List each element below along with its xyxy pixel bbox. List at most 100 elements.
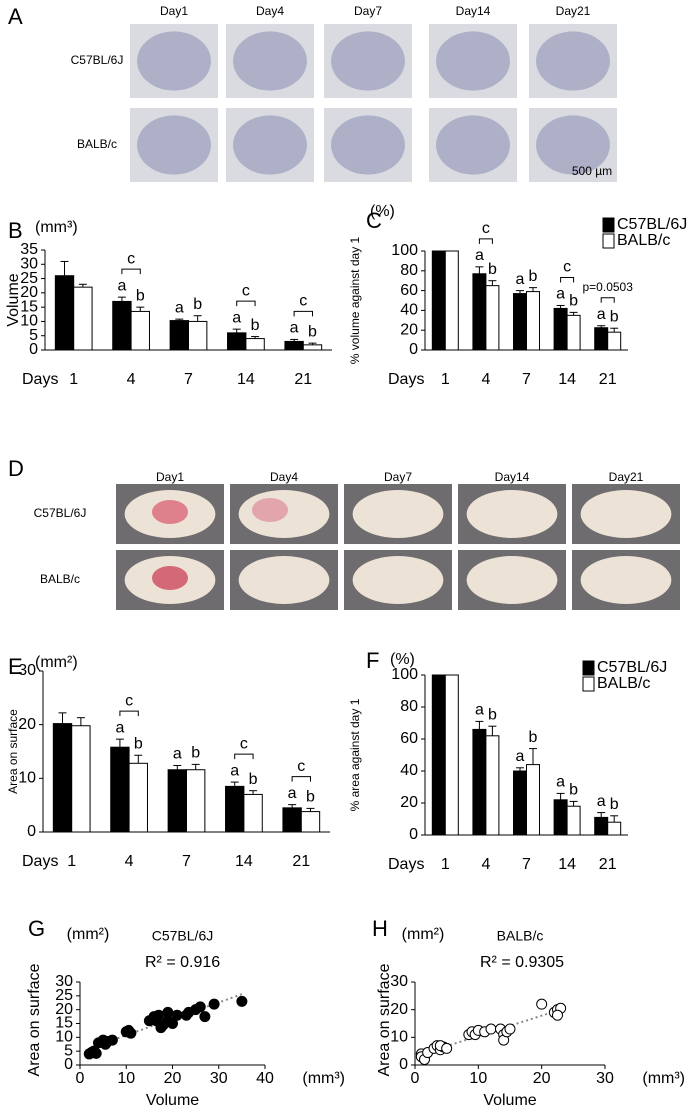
photo-tissue [233,31,307,91]
panel-letter: E [8,654,23,679]
photo-tissue [331,115,405,175]
photo-tissue [536,31,610,91]
y-tick-label: 30 [18,662,36,679]
significance-letter: b [191,745,200,762]
x-axis-label: Days [22,371,58,388]
x-axis-label: Volume [483,1092,536,1109]
y-tick-label: 0 [29,341,38,358]
significance-letter: b [488,261,497,278]
legend-swatch [582,660,595,676]
panel-letter: C [366,208,382,233]
significance-letter: a [597,793,606,810]
y-tick-label: 30 [390,973,408,990]
point [199,1011,211,1023]
bar [300,811,321,833]
photo-tissue [436,31,510,91]
photo-tissue [436,115,510,175]
y-tick-label: 15 [20,298,38,315]
bar [553,799,568,836]
y-tick-label: 40 [400,762,418,779]
x-axis-label: Days [388,856,424,873]
significance-letter: a [230,762,239,779]
panel-letter: B [8,218,23,243]
significance-letter: b [610,796,619,813]
y-tick-label: 80 [400,262,418,279]
bar [71,725,91,833]
significance-letter: a [288,785,297,802]
bar [526,764,540,836]
column-label: Day14 [456,4,491,18]
point [153,1009,165,1021]
bracket-label: c [125,692,133,709]
bracket-label: c [482,220,490,237]
point [90,1047,102,1059]
bar [472,273,487,351]
legend-label: BALB/c [597,675,650,692]
bar [282,807,302,833]
bracket [119,710,139,717]
photo-tissue [580,556,672,604]
bracket [293,310,313,317]
row-label: BALB/c [77,137,117,151]
panel-letter: A [8,4,23,29]
significance-letter: b [488,706,497,723]
bar [128,762,148,833]
x-tick-label: 14 [235,853,253,870]
bar [73,286,93,351]
axis-unit: (%) [390,651,415,668]
significance-letter: a [556,774,565,791]
bar [431,250,446,351]
bracket-label: c [299,293,307,310]
legend-swatch [582,676,595,692]
significance-letter: b [529,268,538,285]
bar [513,293,527,351]
point [162,1006,174,1018]
bracket [236,300,256,307]
bar [130,310,150,351]
photo-tissue [580,490,672,538]
x-axis-label: Volume [146,1092,199,1109]
annotation: R² = 0.916 [145,954,220,971]
photo-lesion [152,500,188,524]
bar [566,805,581,836]
bracket [121,268,141,275]
x-tick-label: 40 [256,1070,274,1087]
bar [188,320,208,351]
bar [302,344,323,351]
bracket-label: c [242,282,250,299]
x-tick-label: 30 [210,1070,228,1087]
row-label: BALB/c [40,572,80,586]
column-label: Day4 [270,470,298,484]
bar [607,331,622,351]
significance-letter: a [115,719,124,736]
y-axis-label: Area on surface [376,963,393,1076]
bar [284,340,304,351]
y-tick-label: 100 [391,242,418,259]
column-label: Day7 [354,4,382,18]
y-tick-label: 0 [409,341,418,358]
bracket-label: p=0.0503 [583,280,634,294]
bar [485,285,500,351]
annotation: R² = 0.9305 [480,954,564,971]
bar [513,770,527,836]
x-tick-label: 10 [469,1070,487,1087]
x-tick-label: 30 [596,1070,614,1087]
x-tick-label: 21 [599,371,617,388]
photo-tissue [331,31,405,91]
chart-title: C57BL/6J [152,928,213,944]
y-axis-unit: (mm²) [402,926,445,943]
x-tick-label: 7 [182,853,191,870]
bar [472,728,487,836]
bar [169,320,190,351]
photo-lesion [252,498,288,522]
x-tick-label: 20 [533,1070,551,1087]
column-label: Day1 [160,4,188,18]
photo-tissue [233,115,307,175]
significance-letter: a [475,247,484,264]
x-tick-label: 4 [127,371,136,388]
x-tick-label: 4 [481,371,490,388]
x-tick-label: 1 [69,371,78,388]
significance-letter: b [610,308,619,325]
photo-tissue [466,556,558,604]
